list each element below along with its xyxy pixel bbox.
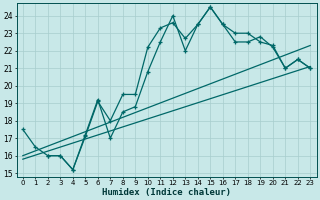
X-axis label: Humidex (Indice chaleur): Humidex (Indice chaleur) bbox=[102, 188, 231, 197]
